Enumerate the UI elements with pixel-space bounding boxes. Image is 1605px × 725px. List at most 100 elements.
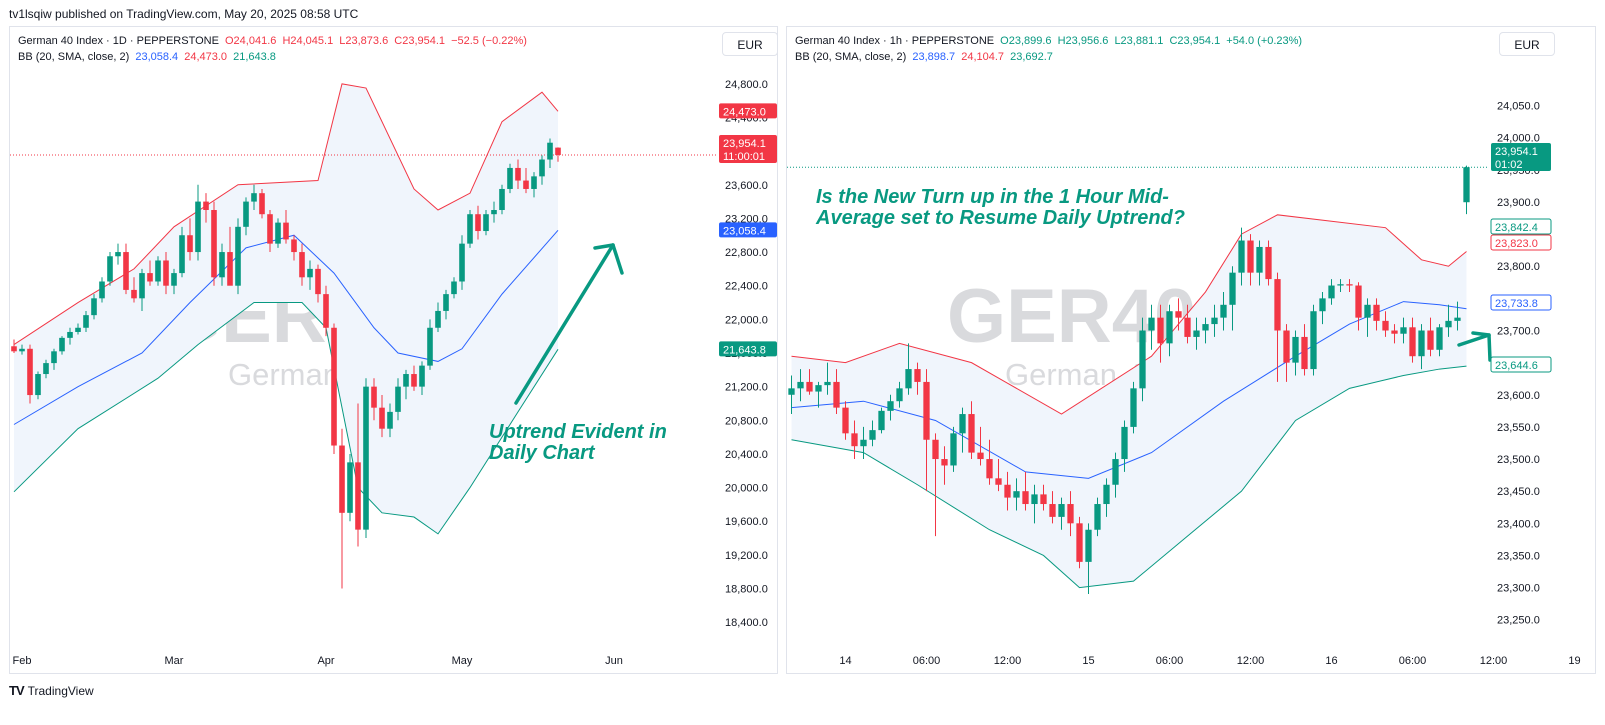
candle-body <box>905 369 912 389</box>
candle-body <box>275 222 281 244</box>
x-tick-label: Jun <box>605 655 623 667</box>
candle <box>451 277 457 299</box>
currency-button[interactable]: EUR <box>722 32 778 56</box>
candle-body <box>1175 311 1182 318</box>
tag-bb-basis-bg <box>719 222 777 238</box>
candle <box>1166 304 1173 357</box>
candle-body <box>491 210 497 215</box>
candle <box>387 403 393 438</box>
legend-bb-lower: 23,692.7 <box>1010 51 1053 63</box>
candle-body <box>395 386 401 412</box>
candle <box>219 243 225 286</box>
candle <box>531 172 537 198</box>
candle <box>283 210 289 244</box>
candle-body <box>27 348 33 396</box>
candle <box>1463 165 1470 215</box>
y-tick-label: 21,200.0 <box>725 382 768 394</box>
hourly-chart-svg[interactable]: 23,250.0 23,300.0 23,350.0 23,400.0 23,450.0… <box>787 27 1597 675</box>
tag-bb-basis-text: 23,058.4 <box>723 225 766 237</box>
candle-body <box>115 252 121 257</box>
candle <box>483 210 489 236</box>
candle-body <box>83 315 89 328</box>
candle-body <box>411 374 417 387</box>
candle <box>235 218 241 295</box>
y-tick-label: 23,550.0 <box>1497 422 1540 434</box>
candle-body <box>171 273 177 286</box>
currency-button[interactable]: EUR <box>1499 32 1555 56</box>
tag-bb-lower: 21,643.8 <box>719 341 777 357</box>
candle <box>211 201 217 286</box>
chart-legend-bb: BB (20, SMA, close, 2) 23,058.4 24,473.0… <box>18 51 276 63</box>
bb-basis-line <box>13 229 559 425</box>
candle <box>788 375 795 415</box>
legend-high: H24,045.1 <box>282 35 334 47</box>
y-tick-label: 19,600.0 <box>725 516 768 528</box>
footer-brand[interactable]: TV TradingView <box>9 683 94 698</box>
candle-body <box>19 348 25 352</box>
candle <box>267 210 273 253</box>
candle-body <box>1004 484 1011 498</box>
y-tick-label: 24,050.0 <box>1497 101 1540 113</box>
candle <box>1193 317 1200 350</box>
candle-body <box>507 167 513 189</box>
candle <box>523 167 529 194</box>
candle <box>1391 324 1398 344</box>
candle-body <box>1094 504 1101 530</box>
candle-body <box>195 201 201 253</box>
y-tick-label: 24,000.0 <box>1497 133 1540 145</box>
candle-body <box>977 452 984 460</box>
candle-body <box>968 414 975 453</box>
candle-body <box>1130 388 1137 427</box>
candle <box>107 252 113 286</box>
tag-last-price-countdown: 01:02 <box>1495 159 1523 171</box>
candle <box>1175 298 1182 331</box>
candle-body <box>379 407 385 429</box>
legend-bb-label: BB (20, SMA, close, 2) <box>795 51 907 63</box>
candle-body <box>1157 317 1164 344</box>
y-tick-label: 23,600.0 <box>1497 390 1540 402</box>
candle-body <box>307 268 313 278</box>
candle <box>315 264 321 303</box>
daily-chart-panel[interactable]: GER40, 1D German 40 Index 18,400.018,800… <box>9 26 778 674</box>
candle <box>171 268 177 295</box>
candle-body <box>860 439 867 447</box>
candle-body <box>986 459 993 479</box>
hourly-chart-panel[interactable]: GER40, 1h German 40 Index 23,250.023,300… <box>786 26 1596 674</box>
tag-bb-upper-prev-bg <box>1490 218 1552 235</box>
candle <box>323 285 329 337</box>
legend-change: −52.5 (−0.22%) <box>451 35 527 47</box>
candle <box>203 193 209 223</box>
candle <box>227 226 233 286</box>
x-tick-label: 06:00 <box>1399 655 1427 667</box>
daily-chart-svg[interactable]: 18,400.0 18,800.0 19,200.0 19,600.0 20,000.0… <box>10 27 779 675</box>
candle <box>878 407 885 434</box>
candle-body <box>959 414 966 434</box>
candle <box>1319 291 1326 325</box>
candle <box>347 453 353 522</box>
legend-low: L23,881.1 <box>1114 35 1164 47</box>
candle <box>1202 317 1209 344</box>
candle-body <box>1382 320 1389 331</box>
candle <box>968 401 975 460</box>
candle-body <box>531 176 537 189</box>
candle-body <box>515 167 521 181</box>
annotation-arrow-head <box>1471 331 1492 362</box>
candle-body <box>1310 311 1317 370</box>
legend-low: L23,873.6 <box>339 35 389 47</box>
y-tick-label: 19,200.0 <box>725 550 768 562</box>
candle <box>1400 317 1407 344</box>
candle-body <box>1301 336 1308 370</box>
candle-body <box>887 401 894 411</box>
candle <box>1148 304 1155 350</box>
chart-annotation: Is the New Turn up in the 1 Hour Mid- Av… <box>816 186 1185 229</box>
candle-body <box>1013 491 1020 498</box>
candle <box>977 426 984 466</box>
candle <box>123 243 129 295</box>
candle <box>475 205 481 240</box>
candle-body <box>315 268 321 295</box>
candle <box>1454 301 1461 331</box>
candle-body <box>932 439 939 460</box>
legend-high: H23,956.6 <box>1057 35 1109 47</box>
candle <box>1103 478 1110 517</box>
tag-bb-upper-bg <box>1490 234 1552 251</box>
